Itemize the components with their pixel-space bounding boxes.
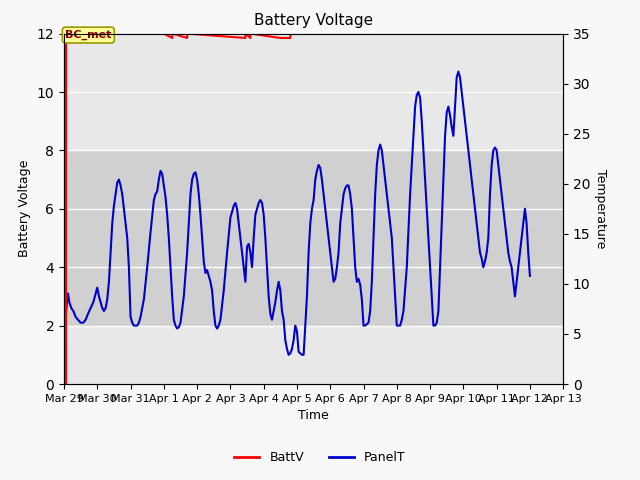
Y-axis label: Temperature: Temperature xyxy=(594,169,607,249)
Bar xyxy=(64,150,563,325)
X-axis label: Time: Time xyxy=(298,409,329,422)
Legend: BattV, PanelT: BattV, PanelT xyxy=(229,446,411,469)
Text: BC_met: BC_met xyxy=(65,30,111,40)
Y-axis label: Battery Voltage: Battery Voltage xyxy=(18,160,31,257)
Title: Battery Voltage: Battery Voltage xyxy=(254,13,373,28)
